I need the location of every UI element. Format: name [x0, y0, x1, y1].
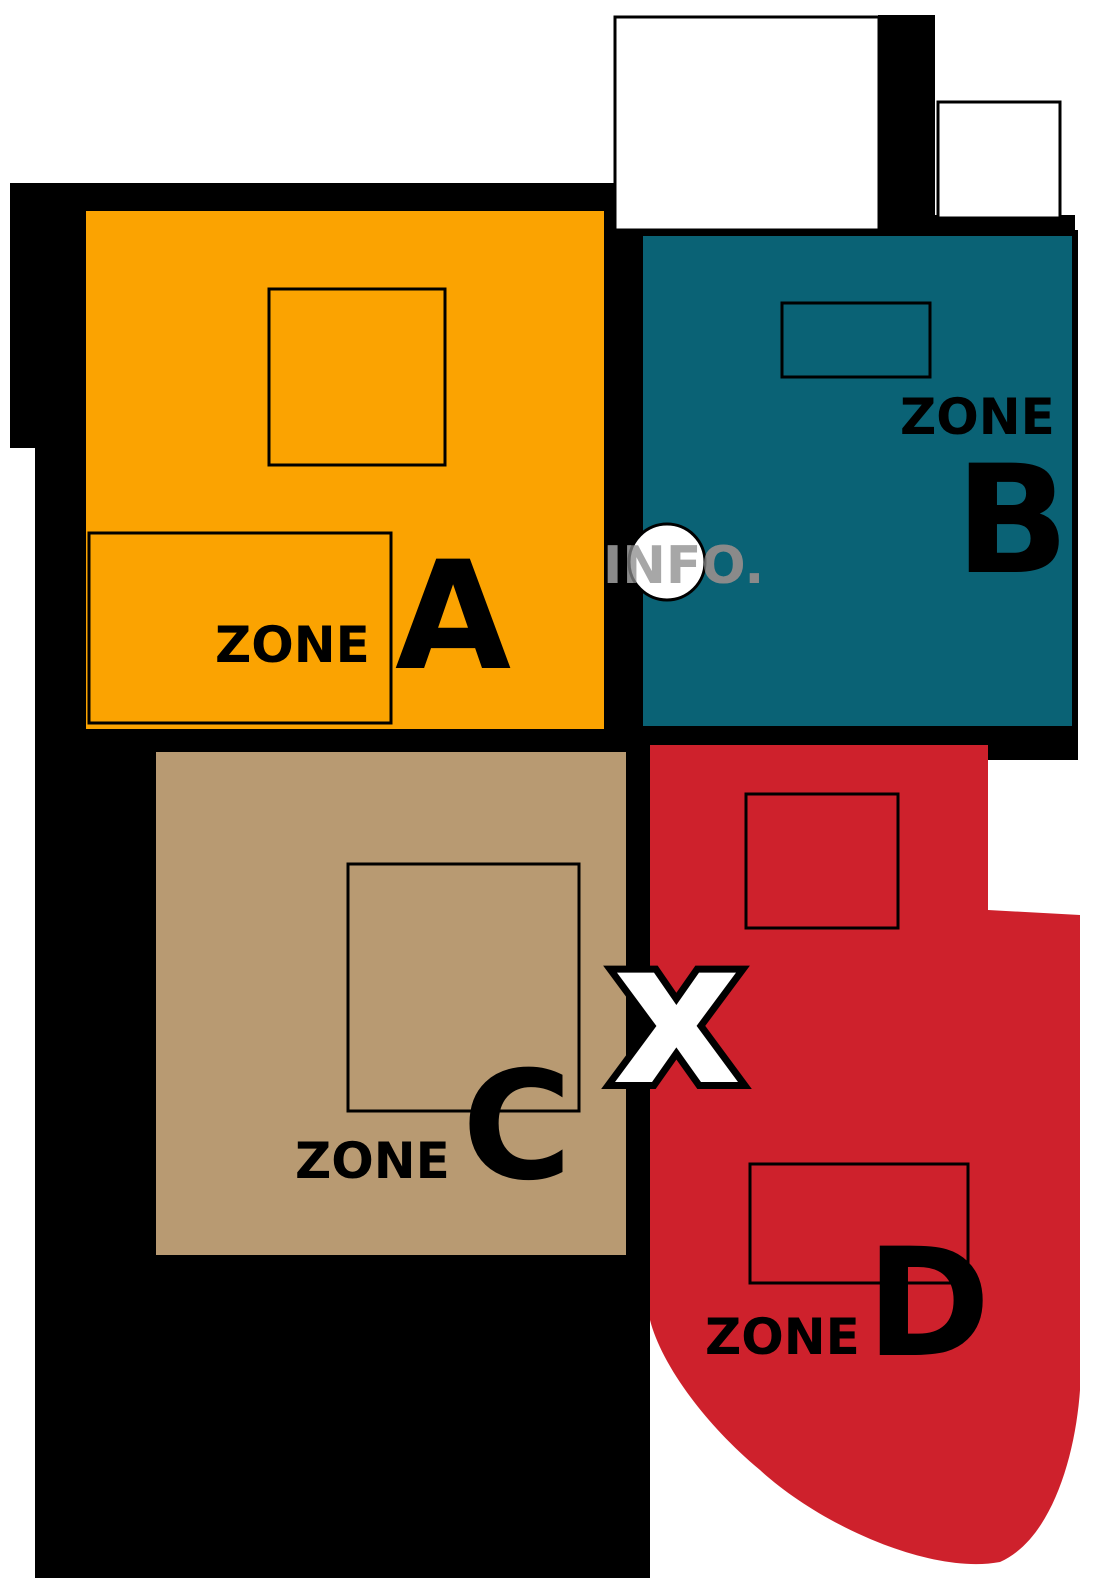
zone-c-booth-1: [346, 862, 581, 1113]
info-label-over-circle: INFO.: [603, 536, 764, 596]
zone-b-area[interactable]: [643, 236, 1072, 726]
info-point[interactable]: INFO. INFO.: [603, 522, 764, 602]
zone-a-letter: A: [395, 530, 511, 704]
zone-a-word: ZONE: [215, 616, 370, 674]
zone-b[interactable]: ZONE B: [643, 236, 1072, 726]
info-point-circle-icon[interactable]: [627, 522, 707, 602]
zone-a-booth-1: [267, 287, 447, 467]
annex-room-small: [936, 100, 1062, 220]
zone-d-booth-2: [748, 1162, 970, 1285]
zone-a[interactable]: ZONE A: [86, 211, 604, 729]
annex-room-large: [613, 15, 881, 232]
zone-d-letter: D: [866, 1217, 991, 1391]
zone-c-word: ZONE: [295, 1132, 450, 1190]
zone-c-area[interactable]: [156, 752, 626, 1255]
zone-a-booth-2: [87, 531, 393, 725]
zone-d-area[interactable]: [650, 745, 1080, 1565]
zone-d-word: ZONE: [705, 1308, 860, 1366]
you-are-here-x-icon[interactable]: x: [605, 890, 748, 1137]
zone-b-booth-1: [780, 301, 932, 379]
zone-b-word: ZONE: [900, 388, 1055, 446]
zone-b-letter: B: [955, 434, 1069, 608]
zone-c[interactable]: ZONE C: [156, 752, 626, 1255]
zone-a-area[interactable]: [86, 211, 604, 729]
zone-d[interactable]: ZONE D: [650, 745, 1080, 1565]
zone-c-letter: C: [462, 1040, 572, 1214]
zone-d-booth-1: [744, 792, 900, 930]
